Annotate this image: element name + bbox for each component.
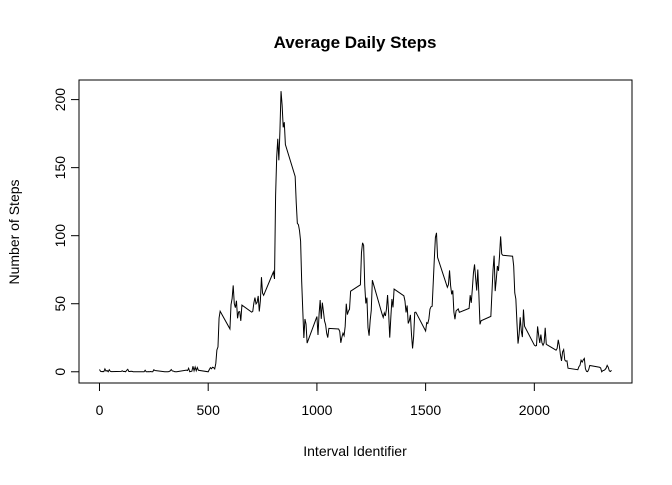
x-tick-label: 500 bbox=[197, 402, 221, 418]
x-axis-label: Interval Identifier bbox=[303, 443, 407, 459]
x-tick-label: 0 bbox=[96, 402, 104, 418]
y-tick-label: 150 bbox=[52, 156, 68, 180]
x-tick-label: 1000 bbox=[301, 402, 332, 418]
x-tick-label: 2000 bbox=[519, 402, 550, 418]
data-line bbox=[99, 91, 612, 373]
chart-title: Average Daily Steps bbox=[274, 33, 437, 52]
y-axis-label: Number of Steps bbox=[6, 179, 22, 284]
y-tick-label: 200 bbox=[52, 88, 68, 112]
x-tick-label: 1500 bbox=[410, 402, 441, 418]
y-tick-label: 0 bbox=[52, 368, 68, 376]
y-tick-label: 50 bbox=[52, 296, 68, 312]
y-tick-label: 100 bbox=[52, 224, 68, 248]
